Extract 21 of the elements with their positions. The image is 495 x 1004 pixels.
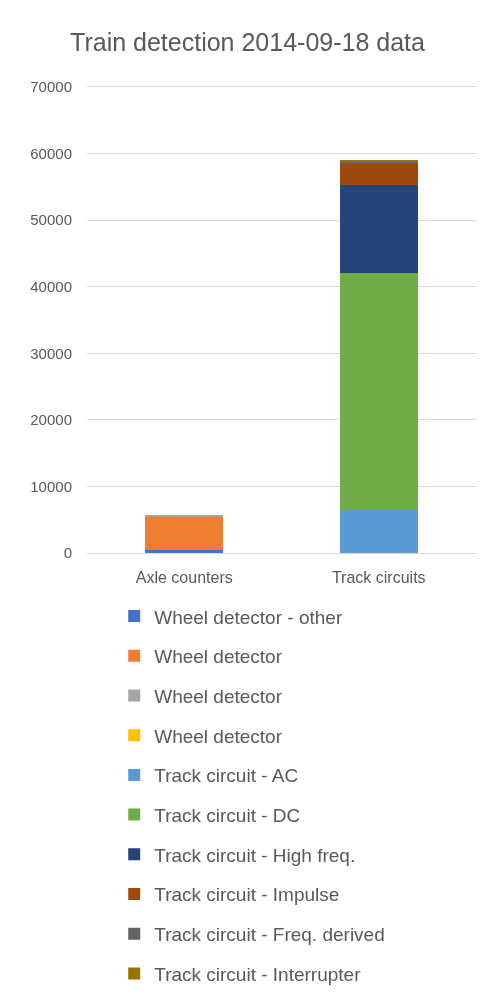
y-tick-label: 40000	[30, 277, 72, 295]
legend-label: Track circuit - High freq.	[154, 844, 356, 866]
y-tick-label: 30000	[30, 344, 72, 362]
x-tick-label: Track circuits	[331, 569, 426, 587]
legend-label: Track circuit - AC	[154, 765, 299, 787]
legend-label: Track circuit - Interrupter	[154, 963, 362, 985]
legend-label: Track circuit - Freq. derived	[154, 924, 385, 946]
y-tick-label: 70000	[30, 78, 72, 96]
legend-label: Track circuit - DC	[154, 805, 301, 827]
legend-label: Wheel detector - other	[154, 606, 343, 628]
y-tick-label: 20000	[30, 411, 72, 429]
legend-label: Wheel detector	[154, 685, 283, 707]
chart-title: Train detection 2014-09-18 data	[70, 27, 426, 56]
legend-label: Track circuit - Impulse	[154, 884, 340, 906]
legend-label: Wheel detector	[154, 725, 283, 747]
y-tick-label: 50000	[30, 211, 72, 229]
y-tick-label: 10000	[30, 477, 72, 495]
y-tick-label: 0	[63, 544, 72, 562]
y-tick-label: 60000	[30, 144, 72, 162]
legend-label: Wheel detector	[154, 646, 283, 668]
x-tick-label: Axle counters	[135, 569, 233, 587]
